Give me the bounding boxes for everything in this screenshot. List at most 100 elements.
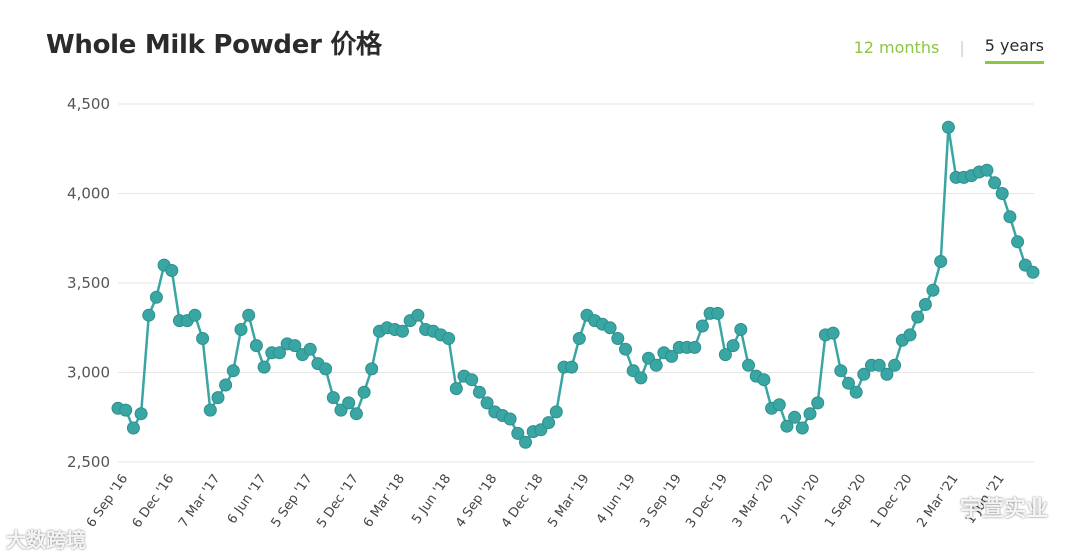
data-point[interactable] [726, 339, 740, 353]
data-point[interactable] [572, 332, 586, 345]
x-tick-label: 4 Dec '18 [499, 472, 547, 531]
data-point[interactable] [234, 323, 248, 336]
data-point[interactable] [688, 340, 702, 354]
data-point[interactable] [326, 391, 340, 405]
data-point[interactable] [842, 376, 855, 390]
range-toggle: 12 months | 5 years [854, 36, 1044, 64]
data-point[interactable] [811, 396, 825, 410]
data-point[interactable] [242, 308, 256, 322]
data-point[interactable] [665, 349, 679, 363]
data-point[interactable] [757, 373, 771, 387]
data-point[interactable] [480, 396, 494, 410]
data-point[interactable] [918, 298, 932, 311]
data-point[interactable] [472, 385, 486, 399]
x-tick-label: 5 Mar '19 [545, 472, 592, 531]
data-point[interactable] [926, 283, 940, 297]
x-tick-label: 6 Sep '16 [84, 472, 131, 531]
data-point[interactable] [934, 255, 948, 268]
data-point[interactable] [119, 403, 133, 417]
data-point[interactable] [357, 385, 371, 399]
data-point[interactable] [219, 378, 233, 392]
x-tick-label: 5 Sep '17 [268, 472, 315, 531]
y-tick-label: 2,500 [67, 453, 110, 471]
data-point[interactable] [142, 308, 156, 322]
x-tick-label: 3 Mar '20 [730, 472, 777, 531]
y-axis-tick-labels: 2,500 3,000 3,500 4,000 4,500 [67, 95, 110, 471]
data-point[interactable] [634, 371, 648, 385]
data-point[interactable] [988, 176, 1002, 190]
data-point[interactable] [257, 360, 271, 374]
data-point[interactable] [549, 405, 563, 419]
data-point[interactable] [611, 332, 625, 345]
x-tick-label: 2 Jun '20 [778, 472, 823, 527]
data-point[interactable] [211, 391, 225, 405]
range-5-years-button[interactable]: 5 years [984, 36, 1044, 64]
data-point[interactable] [803, 407, 817, 421]
data-point[interactable] [888, 358, 902, 372]
data-point[interactable] [980, 163, 994, 177]
data-point[interactable] [742, 358, 755, 372]
data-point[interactable] [196, 332, 210, 345]
data-point[interactable] [288, 339, 302, 353]
data-point[interactable] [203, 403, 217, 417]
x-tick-label: 2 Mar '21 [914, 472, 961, 531]
data-point[interactable] [542, 416, 556, 430]
data-point[interactable] [1026, 265, 1040, 279]
data-point[interactable] [711, 306, 725, 320]
x-tick-label: 3 Sep '19 [638, 472, 685, 531]
data-point[interactable] [449, 382, 463, 396]
data-point[interactable] [734, 323, 748, 336]
data-point[interactable] [1003, 210, 1017, 224]
data-point[interactable] [880, 367, 894, 381]
data-point[interactable] [342, 396, 356, 410]
data-point[interactable] [303, 342, 317, 356]
data-point[interactable] [519, 435, 532, 449]
data-point[interactable] [834, 364, 848, 378]
data-point[interactable] [249, 339, 263, 353]
data-point[interactable] [134, 407, 148, 421]
x-tick-label: 6 Dec '16 [130, 472, 178, 531]
data-point[interactable] [411, 308, 425, 322]
data-point[interactable] [273, 346, 286, 360]
data-point[interactable] [349, 407, 363, 421]
data-point[interactable] [941, 120, 955, 134]
data-point[interactable] [695, 319, 709, 333]
data-point[interactable] [442, 332, 456, 345]
data-point[interactable] [849, 385, 863, 399]
x-tick-label: 4 Sep '18 [453, 472, 500, 531]
y-tick-label: 3,000 [67, 364, 110, 382]
data-point[interactable] [649, 358, 663, 372]
data-point[interactable] [772, 398, 786, 412]
data-point[interactable] [165, 264, 179, 277]
range-12-months-button[interactable]: 12 months [853, 37, 940, 57]
data-point[interactable] [319, 362, 333, 376]
data-point[interactable] [126, 421, 140, 435]
data-point[interactable] [396, 324, 409, 338]
data-point[interactable] [788, 410, 802, 424]
data-point[interactable] [565, 360, 579, 374]
data-points [111, 120, 1040, 449]
data-point[interactable] [903, 328, 917, 342]
data-point[interactable] [365, 362, 379, 376]
y-tick-label: 4,000 [67, 185, 110, 203]
data-point[interactable] [511, 426, 525, 440]
data-point[interactable] [503, 412, 517, 426]
data-point[interactable] [1011, 235, 1025, 249]
data-point[interactable] [872, 358, 886, 372]
data-point[interactable] [718, 348, 732, 362]
data-point[interactable] [226, 364, 240, 378]
data-point[interactable] [795, 421, 809, 435]
data-point[interactable] [465, 373, 479, 387]
data-point[interactable] [995, 187, 1009, 200]
data-point[interactable] [857, 367, 871, 381]
data-point[interactable] [619, 342, 632, 356]
watermark-right: 宇萱实业 [959, 497, 1048, 522]
data-point[interactable] [188, 308, 202, 322]
data-point[interactable] [780, 419, 794, 433]
data-point[interactable] [911, 310, 925, 324]
data-point[interactable] [603, 321, 617, 335]
data-point[interactable] [149, 290, 163, 304]
data-point[interactable] [826, 326, 840, 340]
x-tick-label: 6 Mar '18 [361, 472, 408, 531]
